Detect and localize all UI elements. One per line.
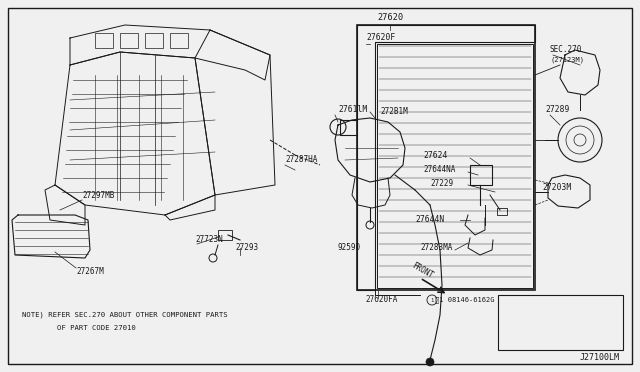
- Text: (27123M): (27123M): [550, 57, 584, 63]
- Text: ␁1 08146-6162G: ␁1 08146-6162G: [435, 297, 495, 303]
- Text: 27229: 27229: [430, 179, 453, 187]
- Text: OF PART CODE 27010: OF PART CODE 27010: [22, 325, 136, 331]
- Text: 27620FA: 27620FA: [365, 295, 397, 305]
- Text: 27644N: 27644N: [415, 215, 444, 224]
- Text: 27620F: 27620F: [366, 33, 396, 42]
- Text: SEC.270: SEC.270: [543, 311, 577, 320]
- Bar: [170, 33, 188, 48]
- Bar: [95, 33, 113, 48]
- Text: 27644NA: 27644NA: [423, 166, 456, 174]
- Bar: [357, 25, 535, 290]
- Text: 1: 1: [430, 298, 434, 302]
- Circle shape: [426, 358, 434, 366]
- Text: 27624: 27624: [423, 151, 447, 160]
- Bar: [470, 165, 492, 185]
- Text: 27289: 27289: [545, 106, 570, 115]
- Text: 27283MA: 27283MA: [420, 244, 452, 253]
- Text: 27287HA: 27287HA: [285, 155, 317, 164]
- Bar: [377, 44, 533, 288]
- Text: 272B1M: 272B1M: [380, 108, 408, 116]
- Text: J27100LM: J27100LM: [580, 353, 620, 362]
- Text: 27723N: 27723N: [195, 235, 223, 244]
- Text: 27620: 27620: [377, 13, 403, 22]
- Text: 2761lM: 2761lM: [338, 106, 367, 115]
- Bar: [145, 33, 163, 48]
- Bar: [498, 295, 623, 350]
- Text: 27293: 27293: [235, 244, 258, 253]
- Text: (E7010): (E7010): [543, 326, 577, 334]
- Bar: [120, 33, 138, 48]
- Bar: [218, 230, 232, 240]
- Text: 27297MB: 27297MB: [82, 190, 115, 199]
- Text: 92590: 92590: [338, 244, 361, 253]
- Text: 27267M: 27267M: [76, 267, 104, 276]
- Text: FRONT: FRONT: [410, 261, 435, 280]
- Bar: [497, 208, 507, 215]
- Text: NOTE) REFER SEC.270 ABOUT OTHER COMPONENT PARTS: NOTE) REFER SEC.270 ABOUT OTHER COMPONEN…: [22, 312, 228, 318]
- Text: 27203M: 27203M: [542, 183, 572, 192]
- Text: SEC.270: SEC.270: [550, 45, 582, 55]
